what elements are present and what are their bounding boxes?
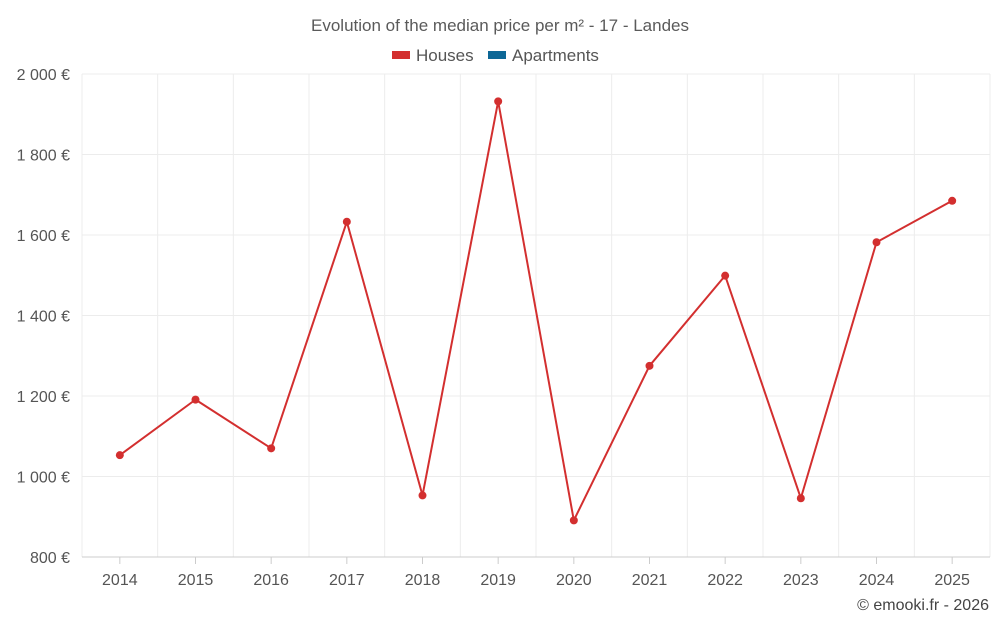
data-point-houses-2015[interactable] bbox=[191, 395, 200, 404]
x-tick-label: 2014 bbox=[102, 572, 138, 589]
x-tick-label: 2021 bbox=[632, 572, 668, 589]
data-point-houses-2018[interactable] bbox=[418, 491, 427, 500]
data-point-houses-2024[interactable] bbox=[872, 238, 881, 247]
legend-swatch-houses bbox=[392, 51, 410, 59]
x-tick-label: 2017 bbox=[329, 572, 365, 589]
legend-label-apartments: Apartments bbox=[512, 46, 599, 65]
x-tick-label: 2018 bbox=[405, 572, 441, 589]
data-point-houses-2019[interactable] bbox=[494, 97, 503, 106]
x-tick-label: 2023 bbox=[783, 572, 819, 589]
y-tick-label: 1 200 € bbox=[17, 389, 70, 406]
y-tick-label: 2 000 € bbox=[17, 67, 70, 84]
data-point-houses-2020[interactable] bbox=[569, 516, 578, 525]
y-tick-label: 1 600 € bbox=[17, 228, 70, 245]
series-line-houses bbox=[119, 100, 953, 522]
x-tick-label: 2025 bbox=[934, 572, 970, 589]
x-axis: 2014 2015 2016 2017 2018 2019 2020 2021 2022 2023… bbox=[82, 556, 990, 589]
legend[interactable]: Houses Apartments bbox=[392, 46, 599, 65]
data-point-houses-2023[interactable] bbox=[796, 494, 805, 503]
legend-item-houses[interactable]: Houses bbox=[392, 46, 474, 65]
series-layer bbox=[115, 97, 957, 525]
legend-label-houses: Houses bbox=[416, 46, 474, 65]
legend-item-apartments[interactable]: Apartments bbox=[488, 46, 599, 65]
x-tick-label: 2016 bbox=[253, 572, 289, 589]
x-tick-label: 2024 bbox=[859, 572, 895, 589]
x-tick-label: 2020 bbox=[556, 572, 592, 589]
y-tick-label: 800 € bbox=[30, 550, 70, 567]
x-tick-label: 2022 bbox=[707, 572, 743, 589]
y-tick-label: 1 800 € bbox=[17, 148, 70, 165]
data-point-houses-2021[interactable] bbox=[645, 361, 654, 370]
chart-title: Evolution of the median price per m² - 1… bbox=[311, 16, 689, 35]
data-point-houses-2016[interactable] bbox=[267, 444, 276, 453]
data-point-houses-2017[interactable] bbox=[342, 217, 351, 226]
data-point-houses-2014[interactable] bbox=[115, 451, 124, 460]
x-tick-label: 2015 bbox=[178, 572, 214, 589]
y-tick-label: 1 000 € bbox=[17, 470, 70, 487]
credit-text: © emooki.fr - 2026 bbox=[857, 597, 989, 614]
y-axis: 800 € 1 000 € 1 200 € 1 400 € 1 600 € 1 800 €… bbox=[17, 67, 70, 567]
data-point-houses-2022[interactable] bbox=[721, 271, 730, 280]
legend-swatch-apartments bbox=[488, 51, 506, 59]
x-tick-label: 2019 bbox=[480, 572, 516, 589]
data-point-houses-2025[interactable] bbox=[948, 196, 957, 205]
y-tick-label: 1 400 € bbox=[17, 309, 70, 326]
